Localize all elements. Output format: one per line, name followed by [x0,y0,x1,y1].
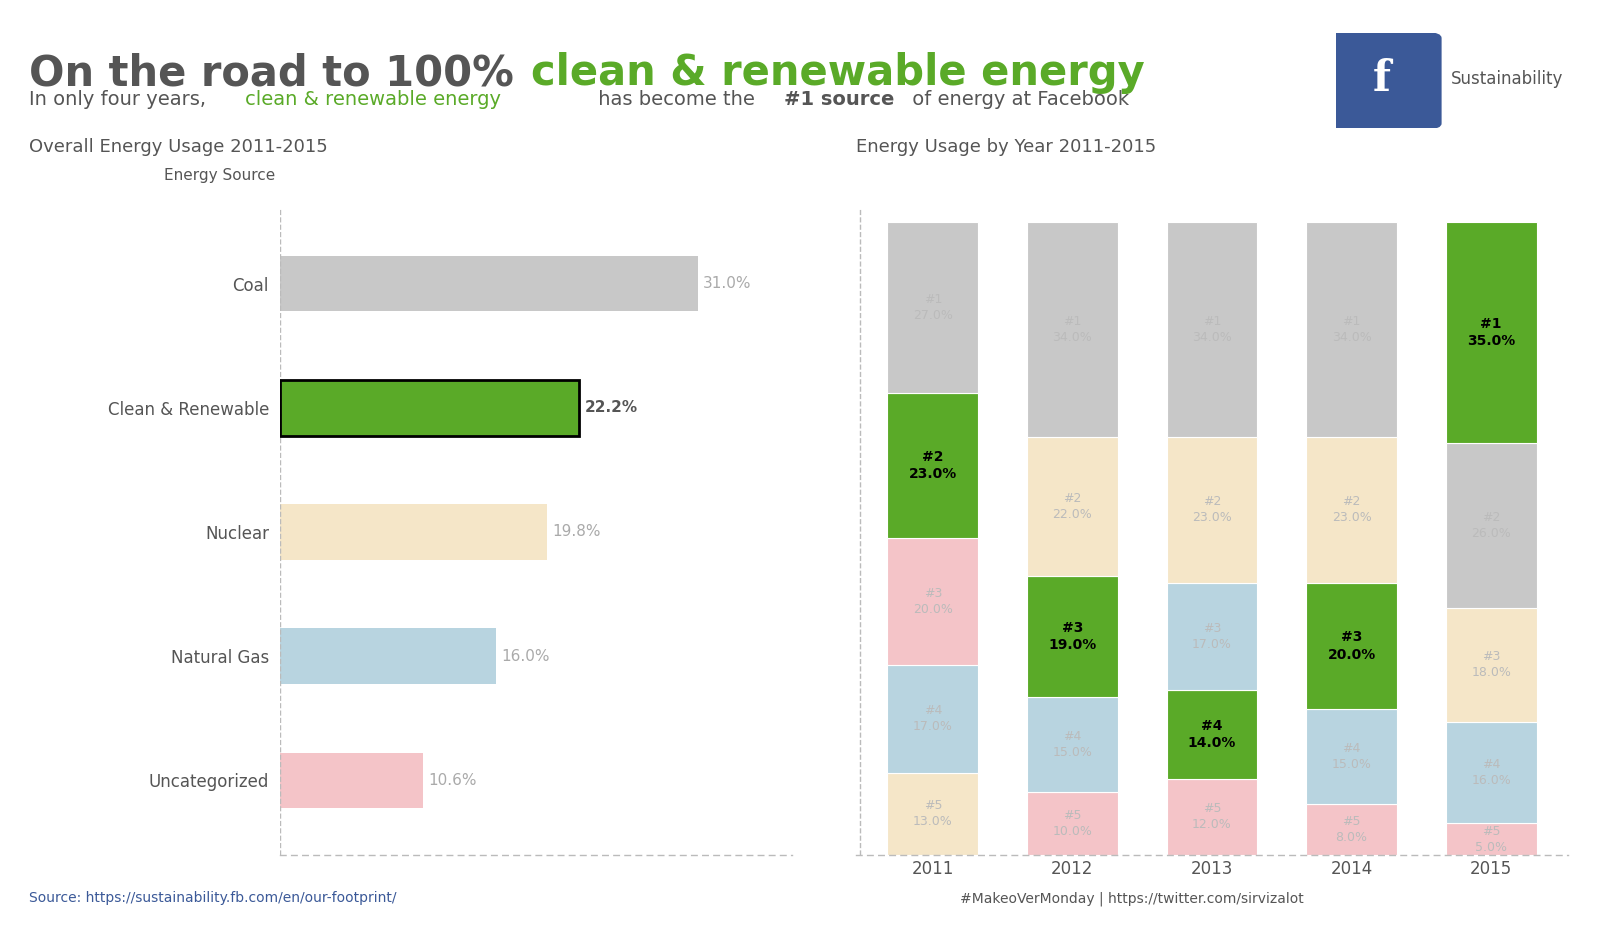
Bar [1446,221,1536,444]
Text: Sustainability: Sustainability [1451,70,1563,87]
Text: 31.0%: 31.0% [702,276,752,291]
Text: On the road to 100%: On the road to 100% [29,52,528,94]
Bar [888,772,978,855]
Text: #3
19.0%: #3 19.0% [1048,621,1096,652]
Bar [280,380,579,436]
Text: #1
35.0%: #1 35.0% [1467,317,1515,348]
Text: #5
12.0%: #5 12.0% [1192,803,1232,831]
Bar [1166,221,1258,437]
Bar [1166,437,1258,582]
Text: #5
13.0%: #5 13.0% [914,799,952,828]
Bar [1306,582,1397,710]
Text: #3
20.0%: #3 20.0% [1328,631,1376,661]
Bar [280,752,422,808]
Text: #2
23.0%: #2 23.0% [1331,495,1371,524]
Bar [1446,608,1536,722]
Text: f: f [1373,58,1390,100]
Text: Source: https://sustainability.fb.com/en/our-footprint/: Source: https://sustainability.fb.com/en… [29,891,397,905]
Text: #2
23.0%: #2 23.0% [909,450,957,481]
Bar [1027,437,1118,577]
Text: #5
8.0%: #5 8.0% [1336,815,1368,845]
Bar [280,380,579,436]
Text: #5
5.0%: #5 5.0% [1475,825,1507,854]
Text: 16.0%: 16.0% [501,649,549,664]
Text: clean & renewable energy: clean & renewable energy [531,52,1146,94]
Text: Energy Usage by Year 2011-2015: Energy Usage by Year 2011-2015 [856,138,1157,156]
Bar [888,539,978,665]
Text: 19.8%: 19.8% [552,524,600,540]
Text: #4
14.0%: #4 14.0% [1187,719,1237,750]
Text: of energy at Facebook: of energy at Facebook [906,90,1128,109]
Bar [1166,779,1258,855]
Text: #1
34.0%: #1 34.0% [1053,314,1093,344]
Bar [1027,791,1118,855]
Text: 10.6%: 10.6% [429,773,477,788]
Text: #1 source: #1 source [784,90,894,109]
Bar [1306,710,1397,805]
Bar [1446,824,1536,855]
Bar [888,392,978,539]
Text: has become the: has become the [592,90,762,109]
Bar [1027,221,1118,437]
Bar [1166,582,1258,691]
Text: Overall Energy Usage 2011-2015: Overall Energy Usage 2011-2015 [29,138,328,156]
Text: In only four years,: In only four years, [29,90,213,109]
Text: #4
15.0%: #4 15.0% [1331,742,1371,771]
Bar [1306,805,1397,855]
Text: #2
22.0%: #2 22.0% [1053,492,1093,522]
Text: #MakeoVerMonday | https://twitter.com/sirvizalot: #MakeoVerMonday | https://twitter.com/si… [960,891,1304,905]
Bar [1446,444,1536,608]
Text: #4
17.0%: #4 17.0% [914,704,952,733]
Text: #3
18.0%: #3 18.0% [1472,651,1510,679]
Text: #5
10.0%: #5 10.0% [1053,808,1093,838]
Bar [888,221,978,392]
Text: #2
26.0%: #2 26.0% [1472,511,1510,541]
Text: clean & renewable energy: clean & renewable energy [245,90,501,109]
Bar [888,665,978,772]
Text: #2
23.0%: #2 23.0% [1192,495,1232,524]
Text: Energy Source: Energy Source [163,168,275,183]
Bar [1306,221,1397,437]
Text: #1
27.0%: #1 27.0% [914,293,952,322]
Bar [280,256,698,312]
Bar [1306,437,1397,582]
Text: #1
34.0%: #1 34.0% [1331,314,1371,344]
Bar [1446,722,1536,824]
Text: #1
34.0%: #1 34.0% [1192,314,1232,344]
Text: #3
17.0%: #3 17.0% [1192,622,1232,651]
Bar [280,628,496,684]
FancyBboxPatch shape [1322,32,1442,129]
Bar [1027,577,1118,696]
Text: 22.2%: 22.2% [584,400,638,415]
Text: #4
16.0%: #4 16.0% [1472,758,1510,788]
Text: #4
15.0%: #4 15.0% [1053,730,1093,759]
Text: #3
20.0%: #3 20.0% [914,587,952,617]
Bar [1166,691,1258,779]
Bar [1027,696,1118,791]
Bar [280,504,547,560]
